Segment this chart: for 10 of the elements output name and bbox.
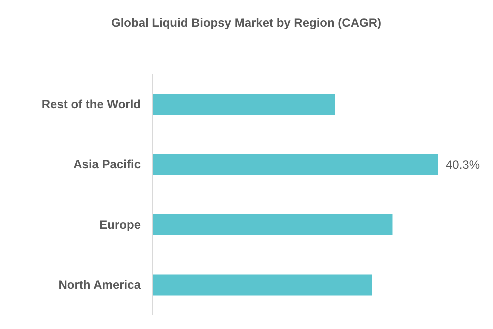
y-tick-label: Europe xyxy=(100,218,142,232)
chart-title: Global Liquid Biopsy Market by Region (CAGR) xyxy=(110,16,382,30)
bar xyxy=(153,274,372,296)
bar xyxy=(153,94,336,115)
bar xyxy=(153,214,393,236)
y-tick-label: North America xyxy=(58,278,142,292)
y-tick-label: Asia Pacific xyxy=(74,158,142,172)
y-tick-label: Rest of the World xyxy=(42,97,141,112)
data-label: 40.3% xyxy=(446,158,480,172)
bar xyxy=(153,154,438,176)
